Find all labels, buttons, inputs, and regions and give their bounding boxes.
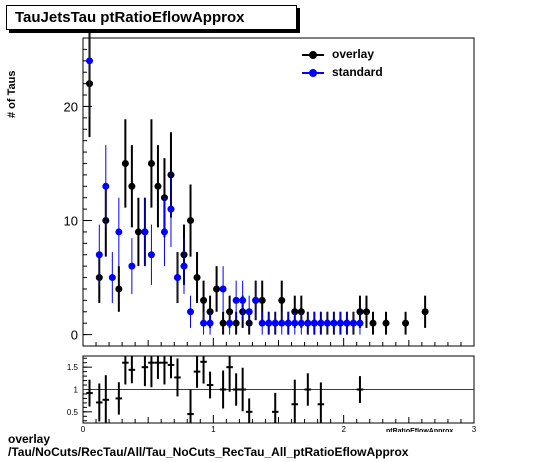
x-axis-label: ptRatioEflowApprox (386, 428, 454, 432)
point-standard (349, 319, 357, 327)
point-overlay (258, 296, 266, 304)
point-standard (219, 285, 227, 293)
y-axis-label: # of Taus (6, 70, 18, 118)
point-standard (317, 319, 325, 327)
legend-label-overlay: overlay (332, 47, 375, 61)
point-standard (173, 274, 181, 282)
legend-label-standard: standard (332, 65, 383, 79)
point-overlay (219, 319, 227, 327)
point-standard (336, 319, 344, 327)
point-standard (284, 319, 292, 327)
point-overlay (382, 319, 390, 327)
point-overlay (369, 319, 377, 327)
legend-marker-overlay (309, 51, 317, 59)
point-overlay (213, 285, 221, 293)
point-standard (271, 319, 279, 327)
y-tick-label: 1.5 (67, 363, 79, 372)
y-tick-label: 0 (71, 328, 78, 343)
point-overlay (187, 217, 195, 225)
point-standard (167, 205, 175, 213)
point-standard (141, 228, 149, 236)
point-standard (160, 228, 168, 236)
main-axes: 0 10 20 (64, 37, 475, 347)
point-overlay (154, 182, 162, 190)
chart-title-box: TauJetsTau ptRatioEflowApprox (6, 5, 297, 30)
x-tick-label: 0 (81, 425, 86, 434)
point-standard (200, 319, 208, 327)
point-overlay (128, 182, 136, 190)
point-standard (180, 262, 188, 270)
point-overlay (200, 296, 208, 304)
point-standard (323, 319, 331, 327)
point-overlay (115, 285, 123, 293)
point-standard (86, 57, 94, 65)
point-standard (330, 319, 338, 327)
point-standard (226, 319, 234, 327)
point-standard (245, 308, 253, 316)
footer: overlay /Tau/NoCuts/RecTau/All/Tau_NoCut… (8, 433, 408, 459)
point-standard (343, 319, 351, 327)
ratio-series (83, 356, 474, 423)
point-standard (147, 251, 155, 259)
point-standard (304, 319, 312, 327)
point-standard (265, 319, 273, 327)
main-series (86, 4, 429, 335)
point-standard (95, 251, 103, 259)
point-standard (252, 296, 260, 304)
point-standard (115, 228, 123, 236)
y-tick-label: 1 (74, 386, 79, 395)
point-standard (102, 182, 110, 190)
point-standard (128, 262, 136, 270)
ratio-axes: 0 1 2 3 0.5 1 1.5 (67, 357, 477, 434)
y-tick-label: 20 (64, 99, 78, 114)
x-tick-label: 2 (341, 425, 346, 434)
x-tick-label: 3 (472, 425, 477, 434)
point-overlay (232, 319, 240, 327)
y-tick-label: 0.5 (67, 408, 79, 417)
point-standard (108, 274, 116, 282)
point-overlay (147, 159, 155, 167)
footer-line-1: overlay (8, 432, 51, 446)
point-standard (239, 296, 247, 304)
chart-title: TauJetsTau ptRatioEflowApprox (15, 9, 245, 26)
point-overlay (278, 296, 286, 304)
legend-marker-standard (309, 69, 317, 77)
point-standard (291, 319, 299, 327)
y-tick-label: 10 (64, 214, 78, 229)
point-standard (206, 319, 214, 327)
point-overlay (134, 228, 142, 236)
point-overlay (193, 274, 201, 282)
point-standard (356, 319, 364, 327)
x-tick-label: 1 (211, 425, 216, 434)
point-standard (297, 319, 305, 327)
point-standard (232, 296, 240, 304)
point-standard (187, 308, 195, 316)
point-overlay (402, 319, 410, 327)
point-standard (278, 319, 286, 327)
point-overlay (121, 159, 129, 167)
point-standard (310, 319, 318, 327)
point-overlay (421, 308, 429, 316)
point-standard (258, 319, 266, 327)
footer-line-2: /Tau/NoCuts/RecTau/All/Tau_NoCuts_RecTau… (8, 445, 409, 459)
point-overlay (362, 308, 370, 316)
